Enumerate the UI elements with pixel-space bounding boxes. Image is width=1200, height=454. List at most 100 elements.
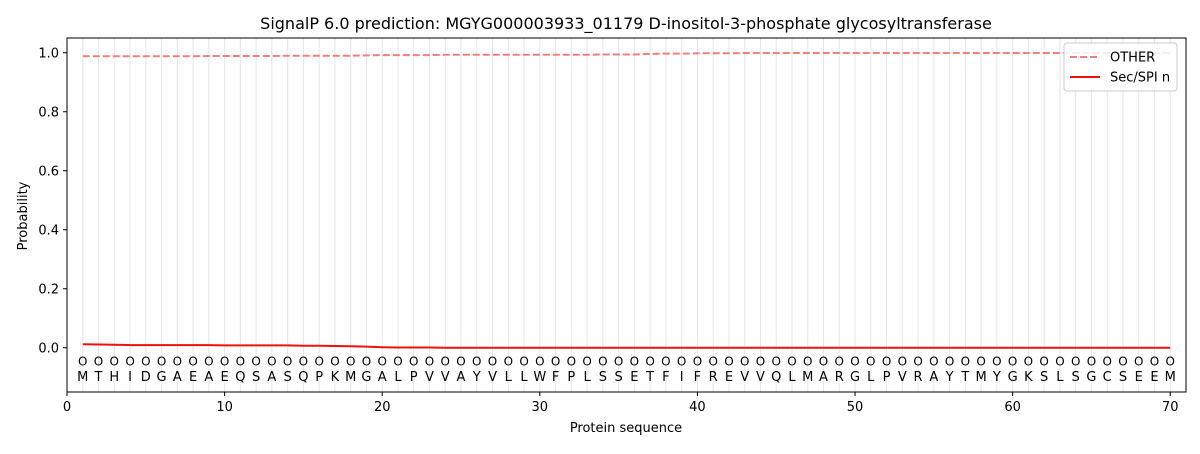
residue-label: V	[441, 370, 450, 385]
residue-marker: O	[866, 355, 875, 369]
residue-label: V	[756, 370, 765, 385]
residue-label: I	[680, 370, 684, 385]
residue-label: A	[457, 370, 466, 385]
residue-label: S	[284, 370, 292, 385]
residue-marker: O	[1166, 355, 1175, 369]
residue-marker: O	[456, 355, 465, 369]
legend: OTHER Sec/SPI n	[1063, 42, 1178, 92]
residue-label: A	[204, 370, 213, 385]
residue-marker: O	[377, 355, 386, 369]
residue-marker: O	[693, 355, 702, 369]
residue-label: A	[173, 370, 182, 385]
residue-label: P	[883, 370, 891, 385]
residue-label: V	[488, 370, 497, 385]
residue-label: D	[141, 370, 151, 385]
residue-label: S	[1072, 370, 1080, 385]
residue-label: L	[520, 370, 528, 385]
residue-marker: O	[898, 355, 907, 369]
residue-marker: O	[1134, 355, 1143, 369]
residue-marker: O	[204, 355, 213, 369]
residue-label: L	[505, 370, 513, 385]
residue-marker: O	[756, 355, 765, 369]
residue-label: L	[583, 370, 591, 385]
residue-marker: O	[850, 355, 859, 369]
residue-marker: O	[992, 355, 1001, 369]
residue-marker: O	[1150, 355, 1159, 369]
series-line-other	[82, 52, 1171, 58]
x-tick-label: 0	[63, 400, 71, 415]
residue-label: S	[614, 370, 622, 385]
residue-label: E	[220, 370, 228, 385]
residue-label: E	[1135, 370, 1143, 385]
residue-marker: O	[1039, 355, 1048, 369]
residue-marker: O	[267, 355, 276, 369]
x-tick-label: 70	[1162, 400, 1179, 415]
axes: 0 10 20 30 40 50 60 70 0.0 0.2 0.4 0.6 0.8 1.0	[38, 46, 1178, 415]
residue-marker: O	[882, 355, 891, 369]
residue-label: M	[976, 370, 987, 385]
y-tick-label: 1.0	[38, 46, 59, 61]
residue-marker: O	[567, 355, 576, 369]
residue-label: A	[267, 370, 276, 385]
residue-label: M	[1165, 370, 1176, 385]
residue-label: M	[345, 370, 356, 385]
residue-marker: O	[598, 355, 607, 369]
residue-label: F	[552, 370, 559, 385]
residue-label: G	[361, 370, 371, 385]
residue-label: Y	[945, 370, 954, 385]
residue-label: K	[1024, 370, 1033, 385]
residue-marker: O	[188, 355, 197, 369]
residue-marker: O	[283, 355, 292, 369]
legend-box	[1063, 42, 1178, 92]
x-tick-label: 40	[689, 400, 706, 415]
legend-label-other: OTHER	[1110, 51, 1155, 66]
residue-label: G	[850, 370, 860, 385]
residue-label: C	[1103, 370, 1112, 385]
residue-label: F	[662, 370, 669, 385]
residue-label: G	[157, 370, 167, 385]
residue-label: A	[929, 370, 938, 385]
residue-label: E	[189, 370, 197, 385]
y-tick-label: 0.6	[38, 164, 59, 179]
residue-label: S	[599, 370, 607, 385]
residue-marker: O	[1055, 355, 1064, 369]
residue-label: S	[252, 370, 260, 385]
residue-marker: O	[173, 355, 182, 369]
residue-marker: O	[299, 355, 308, 369]
residue-marker: O	[614, 355, 623, 369]
residue-marker: O	[251, 355, 260, 369]
residue-label: P	[315, 370, 323, 385]
residue-marker: O	[409, 355, 418, 369]
x-tick-label: 60	[1004, 400, 1021, 415]
y-axis-label: Probability	[16, 181, 31, 250]
residue-label: P	[410, 370, 418, 385]
residue-marker: O	[551, 355, 560, 369]
residue-label: E	[630, 370, 638, 385]
x-tick-label: 50	[847, 400, 864, 415]
residue-label: W	[533, 370, 546, 385]
residue-label: L	[867, 370, 875, 385]
residue-marker: O	[630, 355, 639, 369]
residue-marker: O	[157, 355, 166, 369]
residue-marker: O	[94, 355, 103, 369]
residue-marker: O	[1102, 355, 1111, 369]
residue-marker: O	[724, 355, 733, 369]
x-tick-label: 10	[216, 400, 233, 415]
residue-marker: O	[220, 355, 229, 369]
residue-label: I	[128, 370, 132, 385]
residue-marker: O	[1024, 355, 1033, 369]
residue-marker: O	[519, 355, 528, 369]
residue-label: H	[109, 370, 119, 385]
residue-marker: O	[945, 355, 954, 369]
residue-marker: O	[976, 355, 985, 369]
residue-marker: O	[929, 355, 938, 369]
residue-marker: O	[425, 355, 434, 369]
residue-marker: O	[740, 355, 749, 369]
residue-label: K	[331, 370, 340, 385]
residue-marker: O	[110, 355, 119, 369]
residue-marker: O	[535, 355, 544, 369]
residue-label: L	[394, 370, 402, 385]
residue-label: T	[645, 370, 654, 385]
residue-label: V	[740, 370, 749, 385]
